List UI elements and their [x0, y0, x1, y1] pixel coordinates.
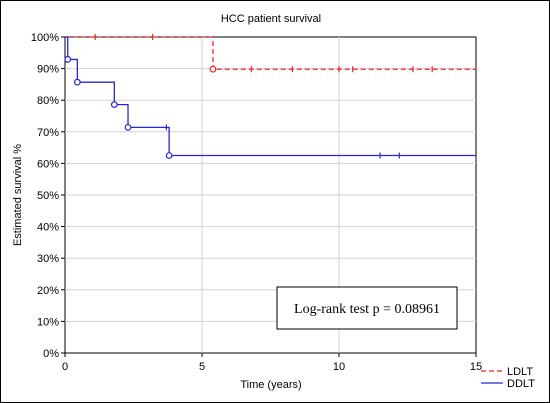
y-tick-label: 100% [31, 32, 59, 44]
ldlt-event-point [209, 65, 217, 73]
series-ldlt [65, 34, 476, 73]
ldlt-survival-line [65, 36, 476, 70]
y-tick-label: 10% [37, 316, 59, 328]
annotation-frame [276, 286, 458, 330]
ddlt-event-point [110, 101, 118, 109]
legend-label-ldlt: LDLT [507, 366, 533, 378]
ddlt-event-point [124, 123, 132, 131]
x-axis-title: Time (years) [240, 379, 301, 391]
y-axis-title: Estimated survival % [12, 144, 24, 246]
y-tick-label: 0% [43, 348, 59, 360]
x-axis: 0 5 10 15 [62, 353, 482, 373]
ddlt-event-point [73, 78, 81, 86]
chart-title: HCC patient survival [221, 13, 321, 25]
y-tick-label: 60% [37, 158, 59, 170]
y-tick-label: 30% [37, 253, 59, 265]
x-tick-label: 10 [333, 361, 345, 373]
y-tick-label: 90% [37, 64, 59, 76]
x-tick-label: 15 [470, 361, 482, 373]
ddlt-survival-line [65, 36, 476, 157]
legend-label-ddlt: DDLT [507, 378, 535, 390]
y-tick-label: 40% [37, 222, 59, 234]
y-tick-label: 80% [37, 95, 59, 107]
grid [65, 37, 476, 353]
x-tick-label: 5 [199, 361, 205, 373]
series-ddlt [64, 36, 476, 159]
y-tick-label: 20% [37, 285, 59, 297]
annotation-text: Log-rank test p = 0.08961 [294, 302, 440, 317]
y-axis: 0% 10% 20% 30% 40% 50% 60% 70% 80% 90% 100% [31, 32, 65, 360]
ddlt-event-point [165, 152, 173, 159]
y-tick-label: 50% [37, 190, 59, 202]
y-tick-label: 70% [37, 127, 59, 139]
series-layer [64, 34, 476, 159]
ddlt-event-point [64, 56, 72, 63]
annotation-box: Log-rank test p = 0.08961 [276, 286, 458, 330]
x-tick-label: 0 [62, 361, 68, 373]
